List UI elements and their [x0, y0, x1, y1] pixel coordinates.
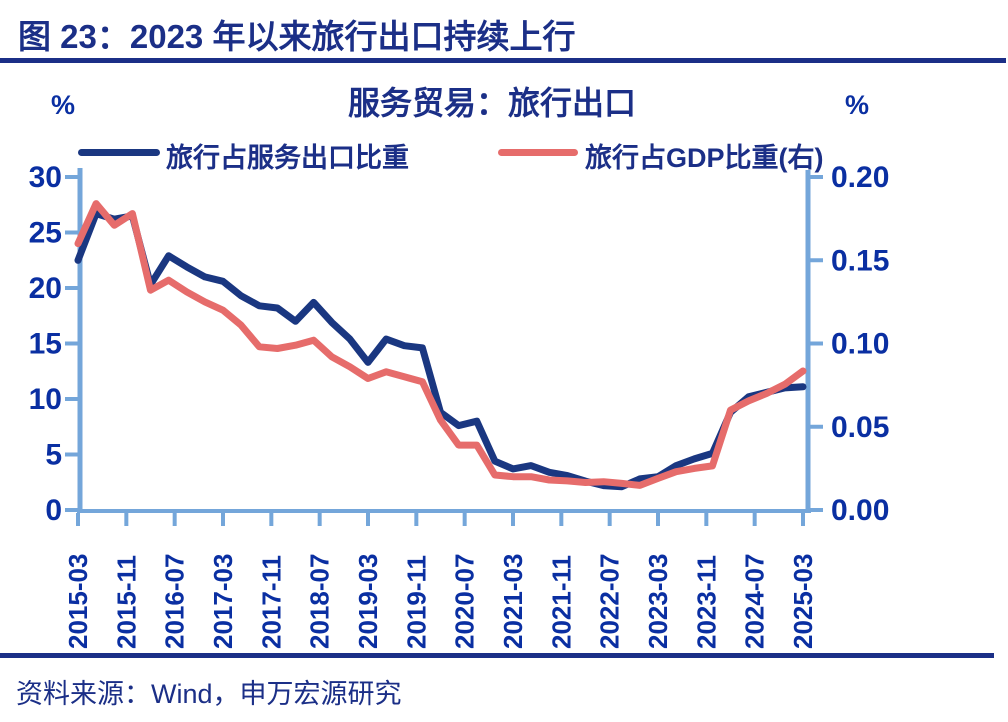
x-tick-label: 2019-11: [401, 555, 431, 649]
y-tick-label-left: 10: [29, 383, 62, 416]
x-tick-label: 2015-11: [111, 555, 141, 649]
x-tick-label: 2018-07: [305, 554, 335, 649]
series-line-gdp-share: [74, 200, 807, 489]
x-tick-label: 2021-03: [498, 554, 528, 649]
y-tick-label-right: 0.05: [831, 411, 889, 444]
y-axis-left: 0 5 10 15 20 25 30: [29, 161, 80, 527]
figure-title: 图 23：2023 年以来旅行出口持续上行: [18, 18, 576, 55]
legend-swatch-gdp-share: [498, 149, 578, 156]
legend-label-services-share: 旅行占服务出口比重: [166, 142, 409, 173]
y-tick-label-left: 20: [29, 272, 62, 305]
legend: 旅行占服务出口比重 旅行占GDP比重(右): [78, 142, 824, 173]
x-tick-label: 2017-11: [256, 555, 286, 649]
x-axis: 2015-03 2015-11 2016-07 2017-03 2017-11 2018-…: [63, 513, 818, 649]
y-axis-right: 0.00 0.05 0.10 0.15 0.20: [808, 161, 889, 527]
y-tick-label-left: 0: [45, 494, 62, 527]
source-rule: [0, 653, 994, 658]
left-axis-unit: %: [51, 90, 75, 120]
y-tick-label-left: 5: [45, 439, 62, 472]
x-tick-label: 2022-07: [595, 554, 625, 649]
y-tick-label-right: 0.10: [831, 328, 889, 361]
series-lines: [74, 200, 807, 491]
x-tick-label: 2016-07: [160, 554, 190, 649]
x-tick-label: 2019-03: [353, 554, 383, 649]
series-line-services-share: [74, 210, 807, 491]
title-rule: [0, 58, 1006, 63]
legend-label-gdp-share: 旅行占GDP比重(右): [585, 142, 824, 173]
y-tick-label-right: 0.20: [831, 161, 889, 194]
y-tick-label-left: 15: [29, 328, 62, 361]
y-tick-label-right: 0.15: [831, 244, 889, 277]
x-tick-label: 2025-03: [788, 554, 818, 649]
source-note: 资料来源：Wind，申万宏源研究: [16, 679, 402, 709]
x-tick-label: 2023-03: [643, 554, 673, 649]
y-tick-label-right: 0.00: [831, 494, 889, 527]
x-tick-label: 2021-11: [546, 555, 576, 649]
x-tick-label: 2024-07: [740, 554, 770, 649]
x-tick-label: 2023-11: [691, 555, 721, 649]
x-tick-label: 2015-03: [63, 554, 93, 649]
x-tick-label: 2020-07: [450, 554, 480, 649]
chart-title: 服务贸易：旅行出口: [348, 85, 636, 121]
x-tick-label: 2017-03: [208, 554, 238, 649]
y-tick-label-left: 25: [29, 217, 62, 250]
legend-swatch-services-share: [78, 149, 160, 156]
y-tick-label-left: 30: [29, 161, 62, 194]
right-axis-unit: %: [845, 90, 869, 120]
